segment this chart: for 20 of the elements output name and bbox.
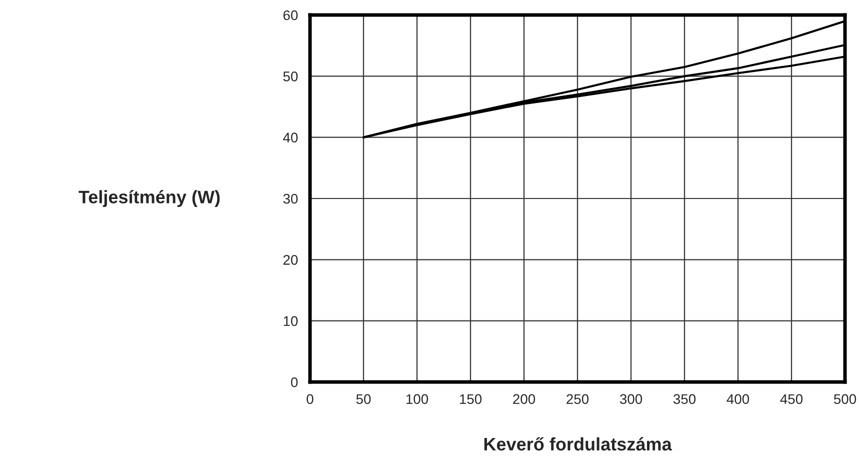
x-tick-label: 450: [780, 394, 803, 404]
x-tick-label: 100: [406, 394, 428, 404]
x-axis-title: Keverő fordulatszáma: [484, 437, 672, 451]
y-axis-title: Teljesítmény (W): [78, 190, 220, 207]
y-tick-label: 50: [283, 72, 298, 82]
x-tick-label: 150: [460, 394, 482, 404]
x-tick-label: 250: [566, 394, 589, 404]
x-tick-label: 200: [513, 394, 536, 404]
y-tick-label: 10: [284, 316, 298, 326]
y-tick-label: 0: [291, 377, 298, 388]
y-tick-label: 20: [283, 255, 298, 265]
y-tick-label: 30: [283, 194, 298, 204]
x-tick-label: 350: [673, 394, 696, 404]
x-tick-label: 50: [356, 394, 371, 404]
y-tick-label: 40: [283, 132, 298, 143]
y-tick-label: 60: [283, 10, 298, 20]
x-tick-label: 300: [620, 394, 642, 404]
x-tick-label: 400: [726, 394, 750, 404]
x-tick-label: 0: [306, 394, 314, 404]
x-tick-label: 500: [834, 394, 856, 404]
